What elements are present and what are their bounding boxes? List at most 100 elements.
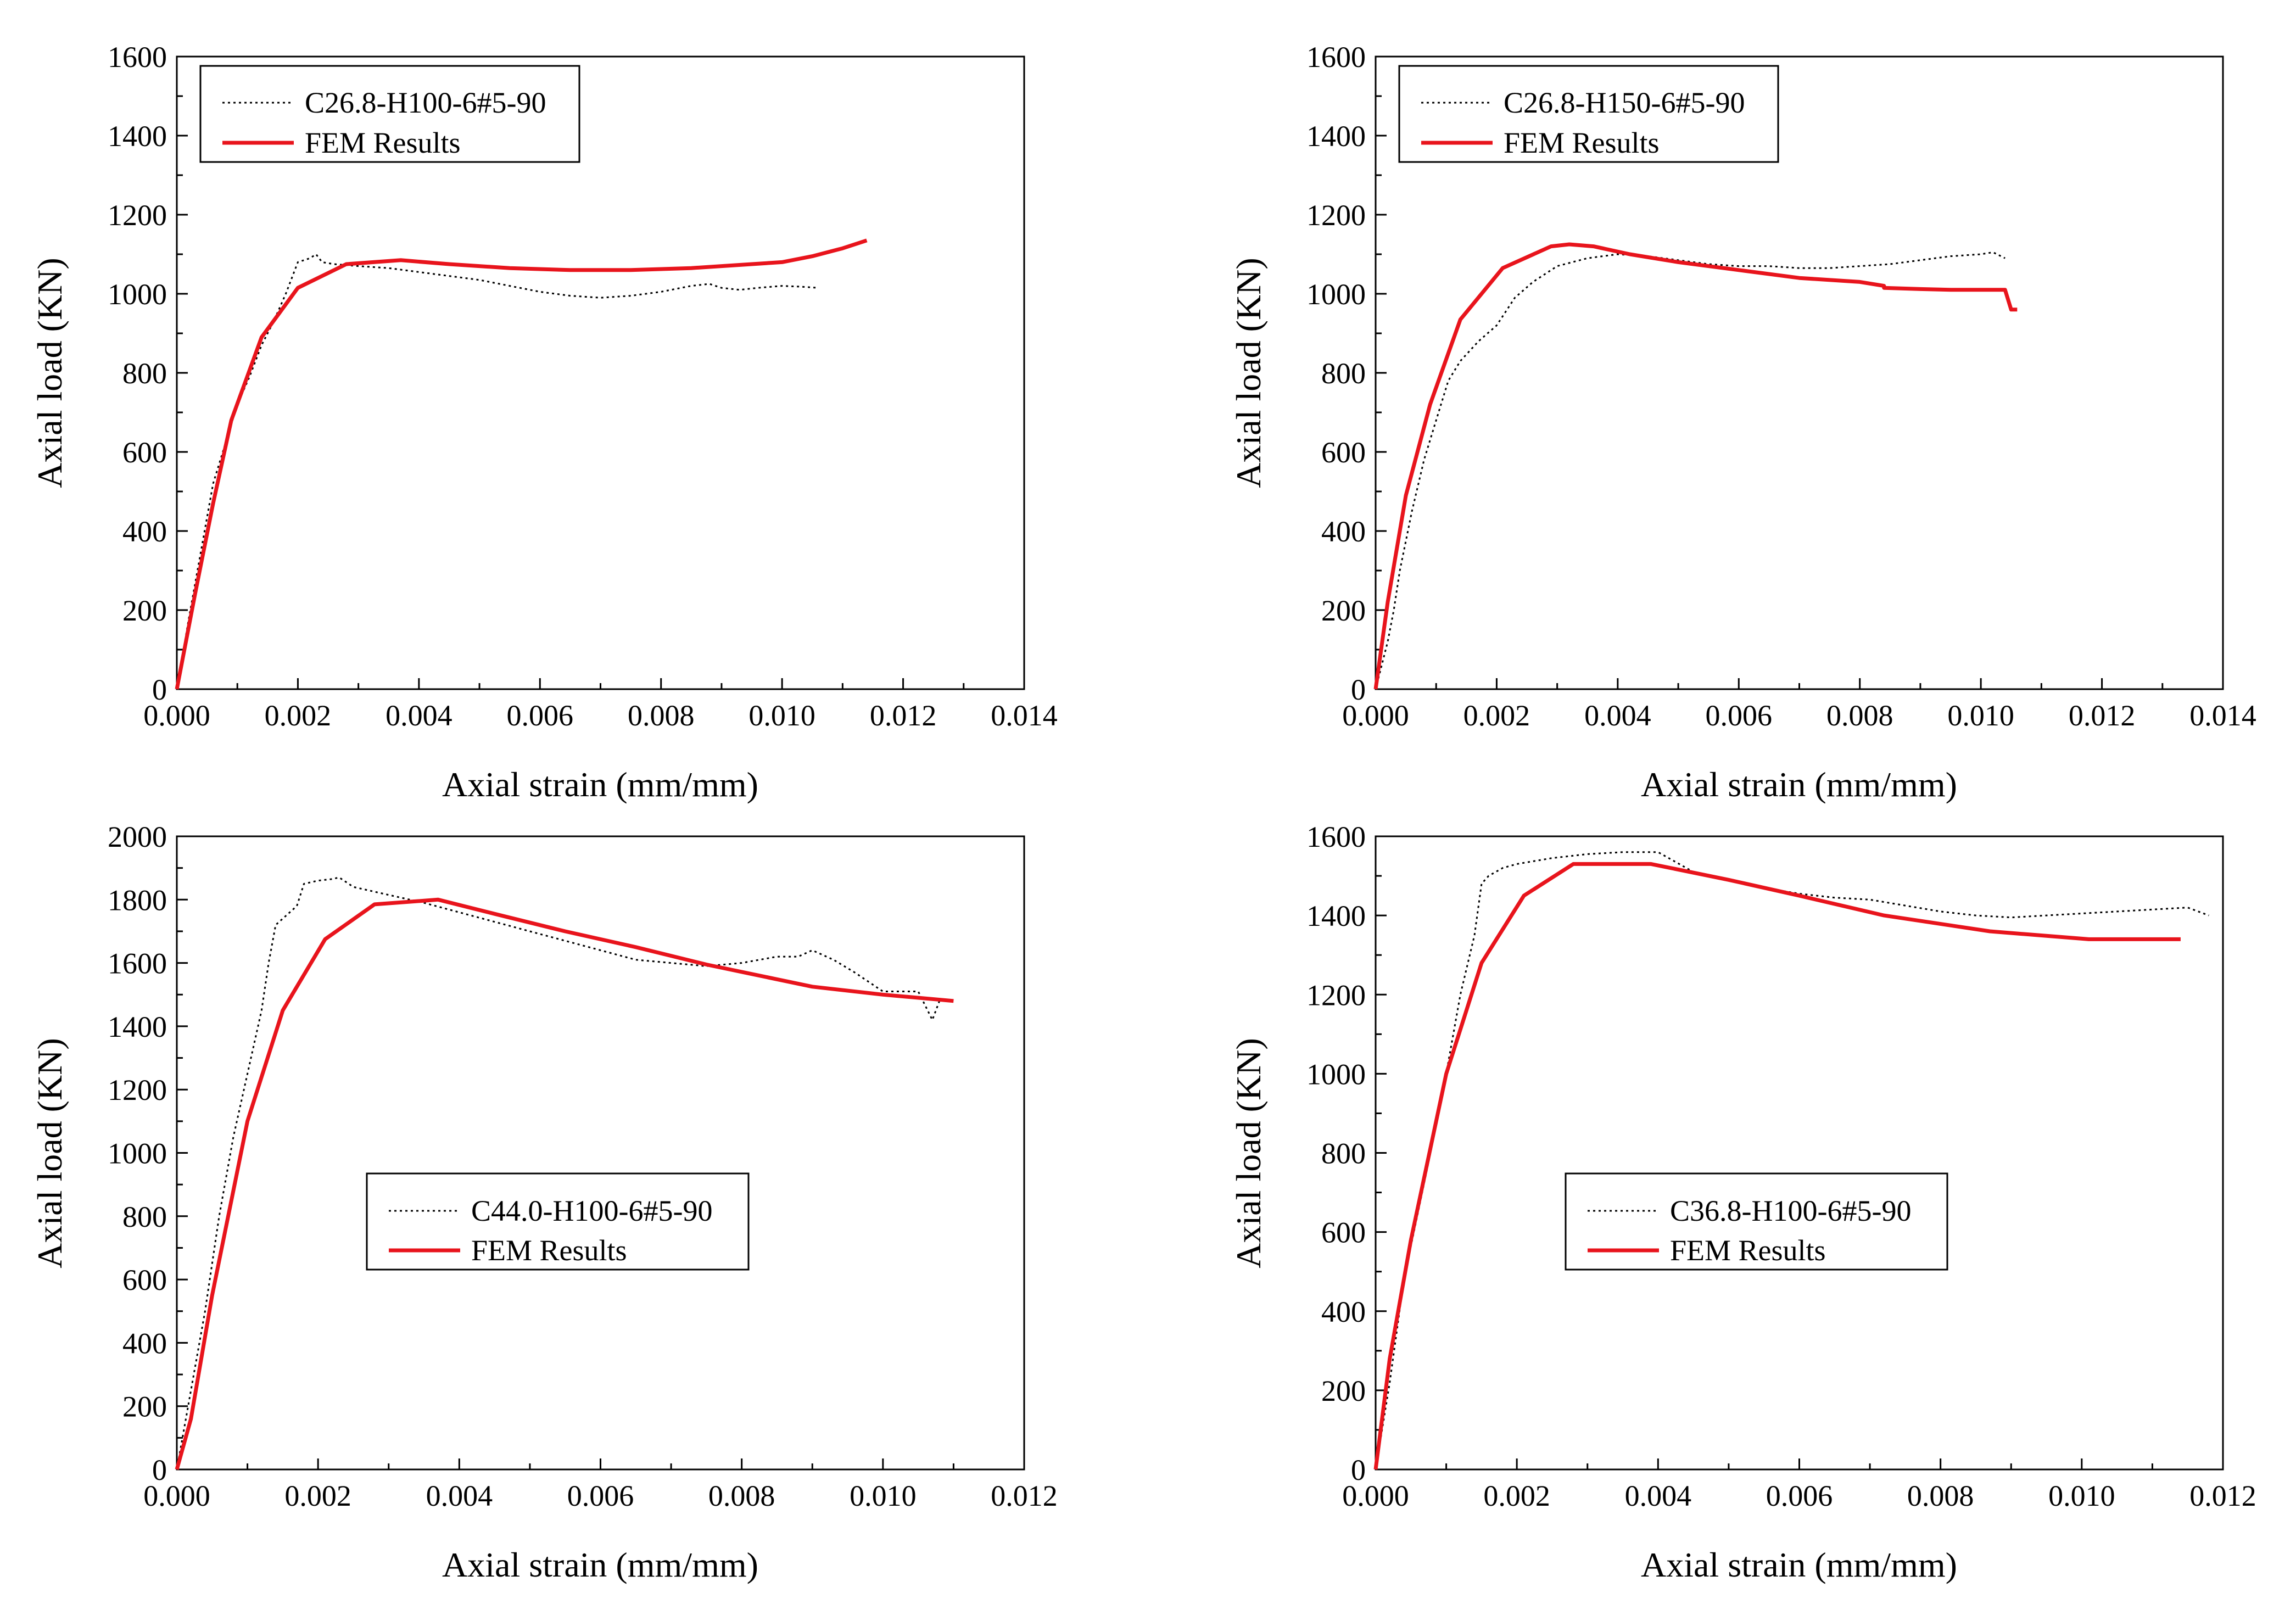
y-tick-label: 200 xyxy=(122,594,167,627)
legend-label-test: C44.0-H100-6#5-90 xyxy=(471,1194,712,1227)
y-tick-label: 200 xyxy=(1321,594,1366,627)
y-tick-label: 1600 xyxy=(108,947,167,980)
x-tick-label: 0.004 xyxy=(1625,1479,1692,1512)
x-tick-label: 0.010 xyxy=(850,1479,917,1512)
x-tick-label: 0.000 xyxy=(1342,1479,1409,1512)
x-tick-label: 0.002 xyxy=(1463,699,1530,732)
legend-label-fem: FEM Results xyxy=(1504,126,1660,159)
y-tick-label: 800 xyxy=(122,357,167,390)
legend-box xyxy=(199,65,580,163)
y-tick-label: 1800 xyxy=(108,884,167,916)
y-tick-label: 0 xyxy=(1351,673,1366,706)
legend-label-test: C26.8-H150-6#5-90 xyxy=(1504,86,1745,119)
test-curve-line xyxy=(176,253,819,690)
x-axis-title: Axial strain (mm/mm) xyxy=(442,765,758,804)
y-tick-label: 1400 xyxy=(108,120,167,153)
plot-frame xyxy=(176,835,1025,1471)
y-tick-label: 400 xyxy=(1321,1295,1366,1328)
legend: C26.8-H150-6#5-90 FEM Results xyxy=(1398,65,1779,163)
y-tick-label: 0 xyxy=(1351,1454,1366,1486)
legend-label-test: C36.8-H100-6#5-90 xyxy=(1670,1194,1911,1227)
test-curve-line xyxy=(1375,851,2209,1470)
y-tick-label: 1000 xyxy=(1306,1058,1366,1091)
x-tick-label: 0.000 xyxy=(143,1479,210,1512)
y-tick-label: 1400 xyxy=(1306,120,1366,153)
y-tick-label: 800 xyxy=(1321,357,1366,390)
x-tick-label: 0.010 xyxy=(2048,1479,2115,1512)
y-tick-label: 600 xyxy=(122,1264,167,1296)
y-tick-label: 1200 xyxy=(108,199,167,232)
fem-results-line xyxy=(175,238,868,690)
x-tick-label: 0.006 xyxy=(1706,699,1773,732)
chart-panel-top-right: 0.000 0.002 0.004 0.006 0.008 0.010 0.012 0.014… xyxy=(1229,41,2256,804)
chart-panel-top-left: 0.000 0.002 0.004 0.006 0.008 0.010 0.012 0.014… xyxy=(30,41,1058,804)
y-tick-label: 200 xyxy=(1321,1374,1366,1407)
x-tick-label: 0.002 xyxy=(265,699,332,732)
fem-results-line xyxy=(1373,242,2018,690)
legend: C26.8-H100-6#5-90 FEM Results xyxy=(199,65,580,163)
y-axis-title: Axial load (KN) xyxy=(30,1038,69,1268)
y-tick-label: 800 xyxy=(1321,1137,1366,1170)
y-tick-label: 600 xyxy=(1321,436,1366,469)
fem-results-line xyxy=(175,897,954,1470)
legend: C44.0-H100-6#5-90 FEM Results xyxy=(366,1172,750,1271)
x-tick-label: 0.002 xyxy=(284,1479,351,1512)
y-tick-label: 1600 xyxy=(1306,820,1366,853)
legend-box xyxy=(1398,65,1779,163)
x-tick-label: 0.008 xyxy=(628,699,695,732)
y-tick-label: 1600 xyxy=(108,41,167,74)
y-tick-label: 1200 xyxy=(1306,199,1366,232)
x-tick-label: 0.014 xyxy=(991,699,1058,732)
y-tick-label: 1600 xyxy=(1306,41,1366,74)
y-tick-label: 200 xyxy=(122,1390,167,1423)
x-tick-label: 0.014 xyxy=(2189,699,2256,732)
chart-panel-bottom-left: 0.000 0.002 0.004 0.006 0.008 0.010 0.012 0 200 4… xyxy=(30,820,1058,1584)
x-tick-label: 0.008 xyxy=(708,1479,775,1512)
y-tick-label: 400 xyxy=(122,1327,167,1360)
y-tick-label: 1200 xyxy=(108,1074,167,1106)
x-tick-label: 0.008 xyxy=(1907,1479,1974,1512)
legend-box xyxy=(366,1172,750,1271)
y-tick-label: 1000 xyxy=(108,278,167,311)
x-tick-label: 0.006 xyxy=(1766,1479,1833,1512)
legend-box xyxy=(1565,1172,1948,1271)
y-tick-label: 1400 xyxy=(108,1010,167,1043)
x-tick-label: 0.010 xyxy=(748,699,815,732)
test-curve-line xyxy=(176,876,941,1470)
legend-label-fem: FEM Results xyxy=(1670,1234,1826,1267)
y-tick-label: 400 xyxy=(122,515,167,548)
y-tick-label: 800 xyxy=(122,1200,167,1233)
y-tick-label: 0 xyxy=(152,1454,167,1486)
x-tick-label: 0.010 xyxy=(1947,699,2014,732)
y-axis-title: Axial load (KN) xyxy=(1229,258,1268,488)
chart-panel-bottom-right: 0.000 0.002 0.004 0.006 0.008 0.010 0.012 0 200 4… xyxy=(1229,820,2256,1584)
y-axis-title: Axial load (KN) xyxy=(30,258,69,488)
x-tick-label: 0.012 xyxy=(870,699,937,732)
legend-label-fem: FEM Results xyxy=(305,126,461,159)
x-tick-label: 0.012 xyxy=(2189,1479,2256,1512)
x-axis-title: Axial strain (mm/mm) xyxy=(1641,765,1957,804)
y-tick-label: 1400 xyxy=(1306,899,1366,932)
y-tick-label: 600 xyxy=(1321,1216,1366,1249)
y-tick-label: 2000 xyxy=(108,820,167,853)
x-tick-label: 0.004 xyxy=(386,699,453,732)
legend-label-fem: FEM Results xyxy=(471,1234,627,1267)
test-curve-line xyxy=(1375,251,2005,690)
y-tick-label: 1000 xyxy=(1306,278,1366,311)
y-tick-label: 1000 xyxy=(108,1137,167,1170)
fem-results-line xyxy=(1373,862,2181,1470)
x-tick-label: 0.012 xyxy=(991,1479,1058,1512)
x-tick-label: 0.004 xyxy=(426,1479,493,1512)
x-tick-label: 0.012 xyxy=(2069,699,2136,732)
x-tick-label: 0.006 xyxy=(507,699,574,732)
x-tick-label: 0.008 xyxy=(1826,699,1893,732)
x-tick-label: 0.002 xyxy=(1483,1479,1550,1512)
y-tick-label: 0 xyxy=(152,673,167,706)
x-axis-title: Axial strain (mm/mm) xyxy=(1641,1545,1957,1584)
x-tick-label: 0.000 xyxy=(1342,699,1409,732)
x-tick-label: 0.000 xyxy=(143,699,210,732)
y-tick-label: 400 xyxy=(1321,515,1366,548)
x-tick-label: 0.006 xyxy=(567,1479,634,1512)
x-tick-label: 0.004 xyxy=(1584,699,1651,732)
